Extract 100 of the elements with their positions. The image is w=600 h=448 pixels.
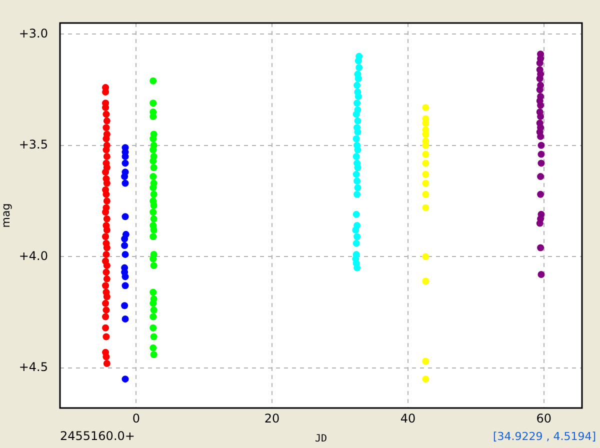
point — [102, 353, 110, 360]
point — [537, 112, 544, 120]
point — [103, 226, 110, 234]
point — [354, 146, 362, 154]
point — [538, 150, 545, 158]
point — [150, 262, 158, 270]
point — [352, 226, 360, 234]
point — [150, 344, 157, 352]
point — [354, 184, 362, 192]
point — [122, 213, 129, 220]
point — [121, 235, 128, 242]
point — [150, 77, 157, 84]
point — [150, 190, 158, 198]
point — [150, 324, 157, 332]
point — [102, 268, 110, 276]
point — [150, 164, 158, 172]
point — [354, 75, 362, 82]
point — [122, 282, 129, 290]
point — [150, 135, 157, 142]
y-tick-label: +3.5 — [18, 138, 48, 152]
point — [122, 250, 129, 258]
point — [150, 215, 158, 222]
point — [422, 150, 430, 158]
x-tick-label: 20 — [264, 411, 280, 426]
point — [537, 244, 544, 252]
point — [354, 82, 361, 89]
point — [422, 180, 430, 187]
point — [102, 110, 110, 118]
point — [354, 264, 361, 272]
point — [536, 60, 544, 67]
point — [102, 306, 110, 314]
point — [422, 160, 430, 167]
y-tick-label: +4.5 — [18, 360, 48, 374]
point — [538, 270, 545, 278]
x-tick-label: 40 — [400, 411, 416, 426]
point — [102, 250, 110, 258]
point — [352, 240, 360, 247]
point — [538, 142, 545, 149]
point — [102, 208, 110, 216]
point — [537, 190, 544, 198]
point — [354, 100, 361, 107]
point — [537, 132, 544, 140]
point — [103, 153, 110, 160]
point — [102, 233, 110, 240]
point — [122, 315, 129, 322]
point — [150, 313, 157, 320]
point — [354, 128, 362, 136]
point — [103, 198, 110, 205]
point — [122, 180, 129, 187]
point — [354, 233, 361, 240]
point — [102, 282, 110, 290]
point — [102, 190, 110, 198]
point — [150, 226, 158, 234]
point — [150, 173, 157, 180]
point — [103, 215, 110, 222]
point — [537, 173, 544, 180]
point — [422, 190, 430, 198]
point — [102, 168, 110, 176]
text: [34.9229 , 4.5194] — [492, 430, 596, 443]
point — [122, 153, 129, 160]
point — [354, 164, 362, 172]
point — [150, 146, 157, 154]
text: 2455160.0+ — [60, 429, 135, 444]
point — [122, 160, 129, 167]
x-tick-label: 0 — [132, 411, 140, 426]
point — [102, 146, 110, 154]
x-axis-title: JD — [314, 434, 328, 445]
point — [150, 157, 157, 164]
point — [103, 244, 110, 252]
point — [150, 300, 157, 307]
point — [537, 102, 544, 109]
point — [150, 233, 157, 240]
point — [354, 117, 362, 124]
point — [150, 255, 157, 262]
point — [352, 170, 360, 178]
point — [102, 104, 110, 112]
point — [122, 376, 129, 383]
point — [150, 333, 158, 340]
point — [103, 180, 110, 187]
point — [102, 135, 110, 142]
point — [422, 170, 430, 178]
point — [422, 130, 430, 138]
point — [422, 358, 430, 365]
point — [102, 324, 110, 332]
point — [150, 202, 158, 209]
x-tick-label: 60 — [536, 411, 552, 426]
point — [150, 288, 157, 296]
point — [536, 86, 544, 94]
point — [103, 293, 110, 300]
point — [352, 110, 360, 118]
point — [150, 184, 157, 192]
point — [102, 313, 110, 320]
point — [422, 376, 430, 383]
point — [150, 208, 157, 216]
y-tick-label: +4.0 — [18, 248, 48, 263]
point — [356, 64, 363, 72]
point — [352, 135, 360, 142]
point — [352, 153, 360, 160]
point — [352, 210, 360, 218]
point — [150, 100, 157, 107]
